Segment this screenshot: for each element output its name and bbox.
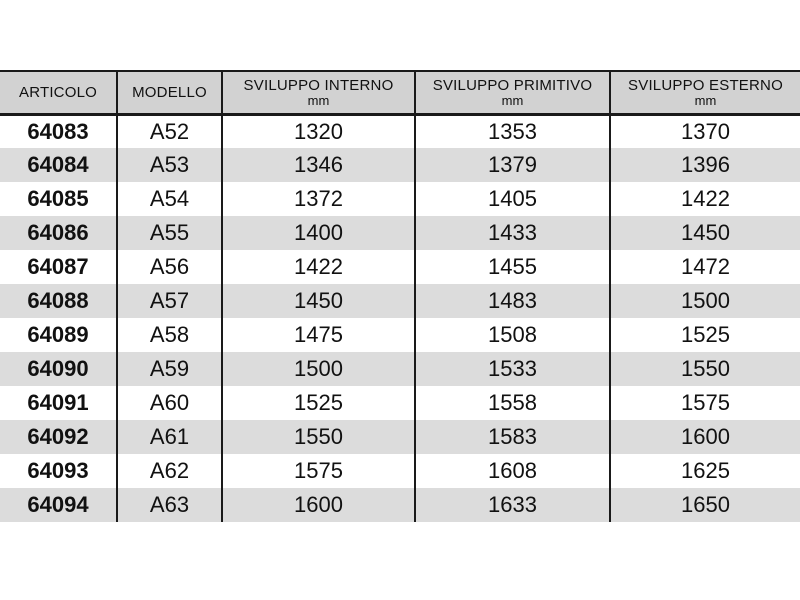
- cell-sviluppo-esterno: 1525: [609, 318, 800, 352]
- table-row: 64085 A54 1372 1405 1422: [0, 182, 800, 216]
- table-row: 64090 A59 1500 1533 1550: [0, 352, 800, 386]
- cell-modello: A63: [116, 488, 222, 522]
- cell-articolo: 64091: [27, 390, 89, 415]
- column-header-sviluppo-interno: SVILUPPO INTERNO mm: [221, 70, 415, 116]
- cell-modello: A59: [116, 352, 222, 386]
- cell-articolo: 64089: [27, 322, 89, 347]
- table-row: 64094 A63 1600 1633 1650: [0, 488, 800, 522]
- column-label: SVILUPPO PRIMITIVO: [432, 76, 593, 94]
- articles-table-wrap: ARTICOLO MODELLO SVILUPPO INTERNO mm SVILUPP…: [0, 70, 800, 522]
- column-label: ARTICOLO: [18, 83, 97, 101]
- cell-sviluppo-interno: 1450: [221, 284, 415, 318]
- cell-articolo: 64088: [27, 288, 89, 313]
- cell-articolo: 64092: [27, 424, 89, 449]
- cell-sviluppo-primitivo: 1433: [414, 216, 610, 250]
- cell-sviluppo-esterno: 1500: [609, 284, 800, 318]
- cell-sviluppo-primitivo: 1405: [414, 182, 610, 216]
- cell-sviluppo-interno: 1500: [221, 352, 415, 386]
- cell-sviluppo-interno: 1525: [221, 386, 415, 420]
- cell-sviluppo-primitivo: 1508: [414, 318, 610, 352]
- column-unit: mm: [307, 92, 330, 108]
- column-header-sviluppo-esterno: SVILUPPO ESTERNO mm: [609, 70, 800, 116]
- table-row: 64087 A56 1422 1455 1472: [0, 250, 800, 284]
- column-header-articolo: ARTICOLO: [0, 70, 117, 116]
- table-header: ARTICOLO MODELLO SVILUPPO INTERNO mm SVILUPP…: [0, 70, 800, 116]
- cell-articolo: 64093: [27, 458, 89, 483]
- column-unit: mm: [501, 92, 524, 108]
- table-row: 64088 A57 1450 1483 1500: [0, 284, 800, 318]
- cell-sviluppo-esterno: 1600: [609, 420, 800, 454]
- cell-modello: A52: [116, 114, 222, 148]
- cell-modello: A61: [116, 420, 222, 454]
- cell-articolo: 64086: [27, 220, 89, 245]
- cell-sviluppo-interno: 1550: [221, 420, 415, 454]
- cell-sviluppo-interno: 1400: [221, 216, 415, 250]
- table-row: 64083 A52 1320 1353 1370: [0, 114, 800, 148]
- column-label: SVILUPPO INTERNO: [243, 76, 394, 94]
- cell-sviluppo-esterno: 1450: [609, 216, 800, 250]
- cell-sviluppo-interno: 1575: [221, 454, 415, 488]
- column-header-sviluppo-primitivo: SVILUPPO PRIMITIVO mm: [414, 70, 610, 116]
- cell-sviluppo-esterno: 1472: [609, 250, 800, 284]
- cell-sviluppo-interno: 1600: [221, 488, 415, 522]
- cell-sviluppo-primitivo: 1483: [414, 284, 610, 318]
- table-header-row: ARTICOLO MODELLO SVILUPPO INTERNO mm SVILUPP…: [0, 70, 800, 116]
- cell-sviluppo-interno: 1372: [221, 182, 415, 216]
- cell-modello: A55: [116, 216, 222, 250]
- table-body: 64083 A52 1320 1353 1370 64084 A53 1346 1379 1396…: [0, 114, 800, 522]
- cell-articolo: 64090: [27, 356, 89, 381]
- cell-sviluppo-esterno: 1370: [609, 114, 800, 148]
- cell-articolo: 64084: [27, 152, 89, 177]
- cell-modello: A62: [116, 454, 222, 488]
- cell-sviluppo-esterno: 1575: [609, 386, 800, 420]
- table-row: 64092 A61 1550 1583 1600: [0, 420, 800, 454]
- column-header-modello: MODELLO: [116, 70, 222, 116]
- cell-sviluppo-primitivo: 1583: [414, 420, 610, 454]
- cell-sviluppo-esterno: 1550: [609, 352, 800, 386]
- cell-sviluppo-primitivo: 1379: [414, 148, 610, 182]
- column-unit: mm: [694, 92, 717, 108]
- cell-modello: A53: [116, 148, 222, 182]
- cell-modello: A57: [116, 284, 222, 318]
- cell-modello: A58: [116, 318, 222, 352]
- cell-sviluppo-interno: 1422: [221, 250, 415, 284]
- column-label: SVILUPPO ESTERNO: [628, 76, 783, 94]
- cell-sviluppo-interno: 1320: [221, 114, 415, 148]
- cell-articolo: 64087: [27, 254, 89, 279]
- column-label: MODELLO: [132, 83, 207, 101]
- cell-sviluppo-primitivo: 1455: [414, 250, 610, 284]
- cell-articolo: 64083: [27, 118, 89, 144]
- cell-sviluppo-primitivo: 1608: [414, 454, 610, 488]
- table-row: 64093 A62 1575 1608 1625: [0, 454, 800, 488]
- cell-sviluppo-primitivo: 1353: [414, 114, 610, 148]
- cell-sviluppo-interno: 1475: [221, 318, 415, 352]
- cell-sviluppo-interno: 1346: [221, 148, 415, 182]
- cell-sviluppo-esterno: 1396: [609, 148, 800, 182]
- table-row: 64086 A55 1400 1433 1450: [0, 216, 800, 250]
- cell-sviluppo-primitivo: 1533: [414, 352, 610, 386]
- cell-sviluppo-esterno: 1422: [609, 182, 800, 216]
- cell-sviluppo-esterno: 1650: [609, 488, 800, 522]
- table-row: 64089 A58 1475 1508 1525: [0, 318, 800, 352]
- table-row: 64084 A53 1346 1379 1396: [0, 148, 800, 182]
- cell-sviluppo-esterno: 1625: [609, 454, 800, 488]
- cell-articolo: 64085: [27, 186, 89, 211]
- cell-articolo: 64094: [27, 492, 89, 517]
- articles-table: ARTICOLO MODELLO SVILUPPO INTERNO mm SVILUPP…: [0, 70, 800, 522]
- table-row: 64091 A60 1525 1558 1575: [0, 386, 800, 420]
- cell-sviluppo-primitivo: 1558: [414, 386, 610, 420]
- cell-modello: A56: [116, 250, 222, 284]
- cell-sviluppo-primitivo: 1633: [414, 488, 610, 522]
- cell-modello: A54: [116, 182, 222, 216]
- cell-modello: A60: [116, 386, 222, 420]
